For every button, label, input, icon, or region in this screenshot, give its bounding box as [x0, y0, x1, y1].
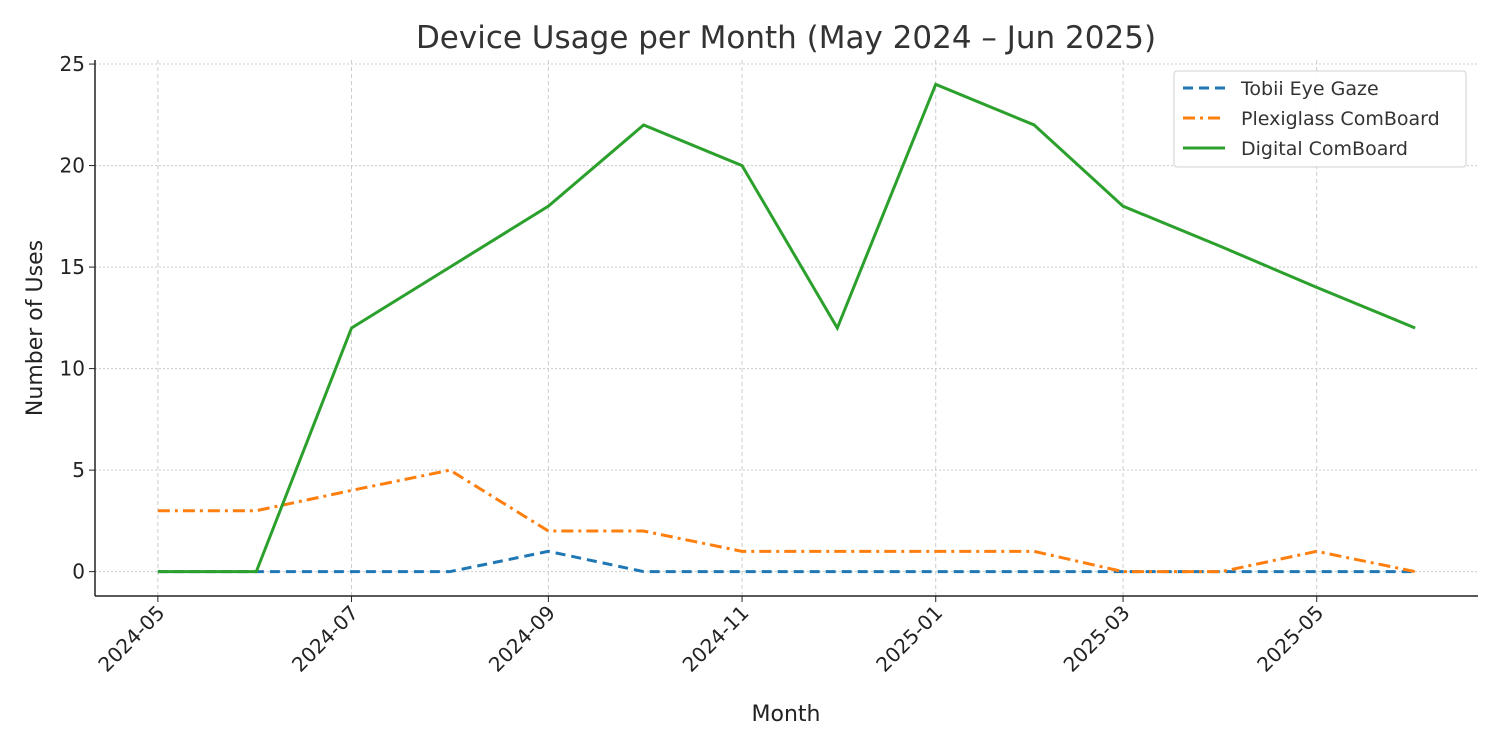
series-line-1: [157, 468, 1416, 574]
y-tick-label: 25: [60, 52, 85, 76]
y-tick-label: 0: [72, 560, 85, 584]
y-tick-label: 20: [60, 154, 85, 178]
y-tick-label: 15: [60, 255, 85, 279]
legend: Tobii Eye Gaze Plexiglass ComBoard Digital…: [1173, 70, 1467, 168]
legend-box: [1173, 70, 1467, 168]
legend-label: Digital ComBoard: [1241, 138, 1408, 160]
x-tick-label: 2025-03: [1059, 601, 1135, 677]
series-line-0: [157, 549, 1416, 574]
x-axis-label: Month: [752, 702, 821, 727]
x-tick-label: 2024-09: [484, 601, 560, 677]
series-line-2: [157, 82, 1416, 574]
x-tick-label: 2024-11: [678, 601, 754, 677]
x-tick-label: 2024-07: [287, 601, 363, 677]
x-tick-label: 2025-05: [1252, 601, 1328, 677]
y-tick-label: 5: [72, 458, 85, 482]
x-tick-label: 2024-05: [93, 601, 169, 677]
legend-label: Tobii Eye Gaze: [1240, 78, 1379, 100]
x-tick-label: 2025-01: [871, 601, 947, 677]
chart-title: Device Usage per Month (May 2024 – Jun 2…: [416, 20, 1156, 56]
legend-label: Plexiglass ComBoard: [1241, 108, 1440, 130]
y-tick-label: 10: [60, 357, 85, 381]
y-axis-label: Number of Uses: [23, 240, 48, 416]
